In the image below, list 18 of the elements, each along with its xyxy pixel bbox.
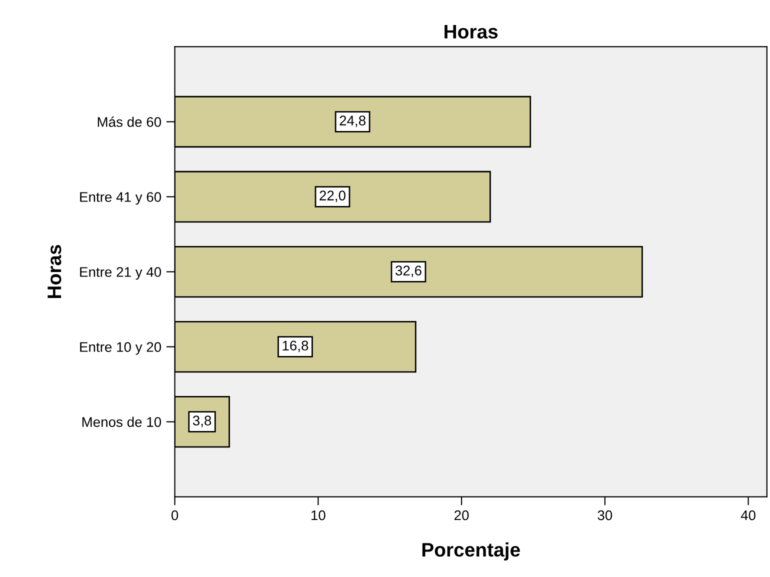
x-axis-title: Porcentaje: [422, 542, 520, 561]
x-tick-label: 40: [740, 510, 756, 520]
y-tick-label: Más de 60: [98, 116, 162, 127]
x-tick-label: 10: [312, 510, 326, 520]
y-axis-title: Horas: [48, 245, 62, 298]
data-label: 32,6: [396, 266, 422, 278]
y-tick-label: Entre 41 y 60: [80, 192, 162, 205]
x-tick-label: 0: [171, 510, 178, 520]
x-tick-label: 30: [598, 510, 612, 520]
data-label: 22,0: [320, 190, 346, 202]
data-label: 24,8: [340, 116, 366, 128]
chart-title: Horas: [444, 25, 498, 39]
x-tick-label: 20: [454, 510, 469, 520]
y-tick-label: Entre 21 y 40: [80, 267, 162, 280]
data-label: 16,8: [282, 340, 308, 352]
data-label: 3,8: [192, 416, 212, 428]
y-tick-label: Menos de 10: [82, 416, 162, 427]
y-tick-label: Entre 10 y 20: [80, 342, 162, 355]
